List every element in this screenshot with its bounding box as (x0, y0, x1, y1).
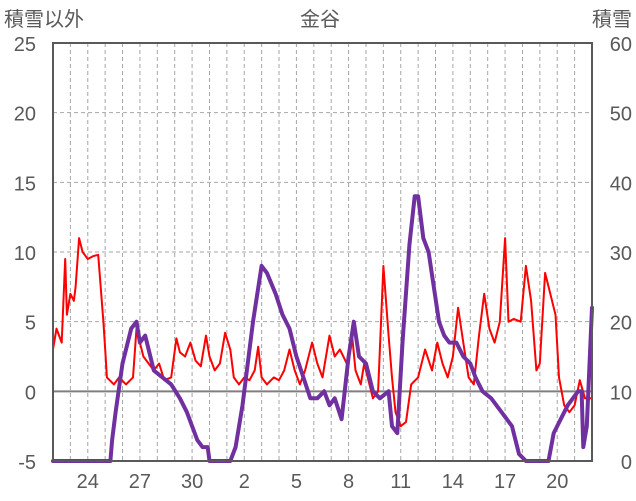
right-tick-label: 50 (610, 104, 632, 126)
x-tick-label: 14 (442, 471, 464, 493)
left-tick-label: 10 (14, 243, 36, 265)
series-layer (51, 194, 594, 463)
right-tick-label: 10 (610, 382, 632, 404)
right-axis-label: 積雪 (592, 8, 632, 31)
x-tick-label: 27 (129, 471, 151, 493)
left-tick-label: 0 (25, 382, 36, 404)
snow-depth-line (51, 194, 594, 463)
plot-frame (52, 42, 593, 462)
x-axis-ticks: 24 27 30 2 5 8 11 14 17 20 (77, 471, 569, 493)
left-tick-label: 5 (25, 313, 36, 335)
x-tick-label: 30 (181, 471, 203, 493)
x-tick-label: 24 (77, 471, 99, 493)
left-axis-label: 積雪以外 (4, 8, 84, 31)
other-value-line (52, 237, 593, 428)
x-tick-label: 8 (343, 471, 354, 493)
right-tick-label: 0 (621, 452, 632, 474)
left-tick-label: 15 (14, 173, 36, 195)
right-tick-label: 30 (610, 243, 632, 265)
left-tick-label: 20 (14, 104, 36, 126)
x-tick-label: 11 (390, 471, 411, 493)
right-tick-label: 40 (610, 173, 632, 195)
left-tick-label: 25 (14, 34, 36, 56)
x-tick-label: 17 (494, 471, 516, 493)
chart-title: 金谷 (300, 8, 340, 31)
right-tick-label: 20 (610, 313, 632, 335)
right-tick-label: 60 (610, 34, 632, 56)
right-axis-ticks: 60 50 40 30 20 10 0 (610, 34, 632, 474)
x-tick-label: 5 (291, 471, 302, 493)
x-tick-label: 2 (239, 471, 250, 493)
x-tick-label: 20 (546, 471, 568, 493)
left-axis-ticks: 25 20 15 10 5 0 -5 (14, 34, 36, 474)
left-tick-label: -5 (18, 452, 36, 474)
